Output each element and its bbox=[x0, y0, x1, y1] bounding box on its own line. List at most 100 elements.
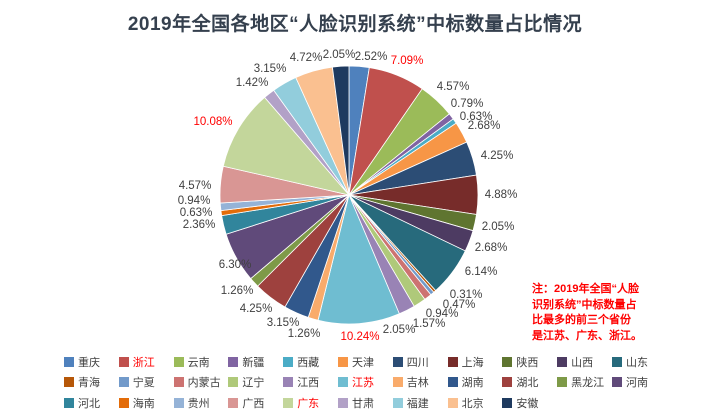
chart-legend: 重庆 浙江 云南 新疆 西藏 天津 四川 上海 陕西 山西 山东 青海 宁夏 内蒙古 辽宁 江西 江苏 吉林 湖南 湖… bbox=[64, 352, 667, 413]
legend-label: 西藏 bbox=[297, 357, 320, 370]
legend-label: 宁夏 bbox=[132, 377, 155, 390]
legend-item: 福建 bbox=[392, 393, 448, 413]
legend-label: 海南 bbox=[132, 397, 155, 410]
pie-chart: 2.52% 7.09%4.57%0.79%0.63%2.68%4.25%4.88%… bbox=[178, 49, 518, 343]
legend-swatch bbox=[283, 377, 294, 388]
legend-label: 黑龙江 bbox=[571, 377, 605, 390]
pie-data-label: 0.94% bbox=[426, 308, 459, 320]
legend-swatch bbox=[337, 357, 348, 368]
legend-swatch bbox=[447, 357, 458, 368]
legend-label: 内蒙古 bbox=[187, 377, 221, 390]
legend-swatch bbox=[118, 377, 129, 388]
note-line: 注：2019年全国“人脸 bbox=[532, 283, 639, 295]
pie-slice bbox=[222, 96, 351, 196]
chart-note: 注：2019年全国“人脸 识别系统”中标数量占 比最多的前三个省份 是江苏、广东… bbox=[532, 282, 658, 344]
pie-data-label: 1.26% bbox=[288, 328, 321, 340]
legend-swatch bbox=[447, 397, 458, 408]
pie-data-label: 3.15% bbox=[267, 317, 300, 329]
pie-data-label: 2.52% bbox=[355, 51, 388, 63]
pie-data-label: 6.30% bbox=[219, 259, 252, 271]
legend-item: 湖南 bbox=[447, 372, 503, 392]
legend-label: 四川 bbox=[406, 357, 429, 370]
note-line: 是江苏、广东、浙江。 bbox=[532, 329, 642, 342]
legend-item: 贵州 bbox=[173, 393, 229, 413]
legend-swatch bbox=[337, 377, 348, 388]
pie-data-label: 0.47% bbox=[443, 299, 476, 311]
pie-data-label: 1.26% bbox=[221, 285, 254, 297]
legend-label: 北京 bbox=[461, 397, 484, 410]
legend-item: 河南 bbox=[611, 372, 667, 392]
legend-label: 河北 bbox=[78, 397, 100, 410]
pie-data-label: 10.24% bbox=[340, 331, 379, 343]
legend-label: 湖北 bbox=[516, 377, 539, 390]
legend-label: 辽宁 bbox=[242, 377, 265, 390]
legend-item: 新疆 bbox=[228, 352, 283, 372]
pie-data-label: 0.63% bbox=[180, 207, 213, 219]
pie-data-label: 2.05% bbox=[383, 324, 416, 336]
pie-data-label: 3.15% bbox=[254, 63, 287, 75]
legend-item: 湖北 bbox=[502, 372, 557, 392]
note-line: 比最多的前三个省份 bbox=[532, 314, 631, 326]
legend-item: 甘肃 bbox=[337, 393, 393, 413]
pie-data-label: 2.36% bbox=[183, 219, 216, 231]
legend-item: 青海 bbox=[64, 372, 119, 392]
legend-swatch bbox=[502, 357, 513, 368]
legend-label: 吉林 bbox=[406, 377, 429, 390]
legend-label: 陕西 bbox=[516, 357, 539, 370]
legend-swatch bbox=[173, 377, 184, 388]
legend-label: 山西 bbox=[571, 357, 594, 370]
pie-data-label: 0.79% bbox=[451, 98, 484, 110]
legend-swatch bbox=[337, 397, 348, 408]
legend-item: 安徽 bbox=[502, 393, 557, 413]
pie-data-label: 0.31% bbox=[450, 289, 483, 301]
pie-data-label: 0.94% bbox=[178, 195, 211, 207]
legend-swatch bbox=[557, 377, 568, 388]
legend-swatch bbox=[118, 397, 129, 408]
legend-item: 吉林 bbox=[392, 372, 448, 392]
legend-label: 甘肃 bbox=[351, 397, 374, 410]
legend-item: 西藏 bbox=[283, 352, 338, 372]
pie-data-label: 4.25% bbox=[240, 303, 273, 315]
legend-item: 黑龙江 bbox=[557, 372, 612, 392]
legend-label: 湖南 bbox=[461, 377, 484, 390]
legend-item: 浙江 bbox=[118, 352, 174, 372]
legend-item: 广东 bbox=[283, 393, 338, 413]
legend-label: 上海 bbox=[461, 357, 484, 370]
pie-data-label: 2.68% bbox=[468, 120, 501, 132]
legend-item: 海南 bbox=[118, 393, 174, 413]
legend-item: 辽宁 bbox=[228, 372, 283, 392]
legend-label: 山东 bbox=[625, 357, 648, 370]
legend-swatch bbox=[64, 377, 74, 388]
chart-title: 2019年全国各地区“人脸识别系统”中标数量占比情况 bbox=[127, 14, 583, 35]
legend-item: 江西 bbox=[283, 372, 338, 392]
pie-data-label: 4.88% bbox=[485, 189, 518, 201]
legend-item: 北京 bbox=[447, 393, 503, 413]
legend-label: 浙江 bbox=[132, 357, 155, 370]
legend-item: 上海 bbox=[447, 352, 503, 372]
pie-data-label: 1.42% bbox=[236, 77, 269, 89]
legend-item: 山西 bbox=[557, 352, 612, 372]
legend-label: 天津 bbox=[351, 357, 374, 370]
legend-swatch bbox=[173, 397, 184, 408]
pie-data-label: 10.08% bbox=[193, 116, 232, 128]
legend-item: 江苏 bbox=[337, 372, 393, 392]
legend-item: 山东 bbox=[611, 352, 667, 372]
legend-swatch bbox=[64, 397, 74, 408]
legend-label: 广东 bbox=[297, 397, 320, 410]
legend-item: 陕西 bbox=[502, 352, 557, 372]
legend-swatch bbox=[392, 397, 403, 408]
legend-swatch bbox=[64, 357, 74, 368]
pie-data-label: 2.05% bbox=[482, 221, 515, 233]
pie-data-label: 4.72% bbox=[290, 52, 323, 64]
pie-data-label: 7.09% bbox=[391, 55, 424, 67]
legend-label: 安徽 bbox=[516, 397, 539, 410]
legend-swatch bbox=[173, 357, 184, 368]
legend-item: 重庆 bbox=[64, 352, 119, 372]
legend-label: 新疆 bbox=[242, 357, 265, 370]
pie-data-label: 2.05% bbox=[323, 49, 356, 61]
legend-swatch bbox=[557, 357, 568, 368]
pie-data-label: 1.57% bbox=[413, 318, 446, 330]
legend-item: 四川 bbox=[392, 352, 448, 372]
legend-swatch bbox=[228, 397, 239, 408]
